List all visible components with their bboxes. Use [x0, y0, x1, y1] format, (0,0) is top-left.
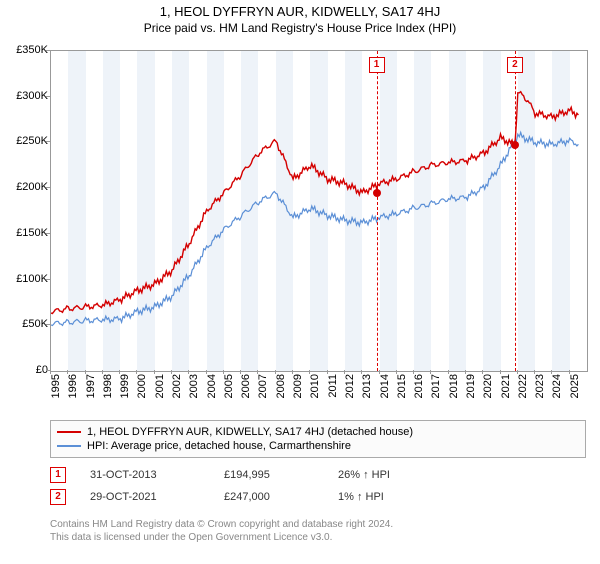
legend-item: 1, HEOL DYFFRYN AUR, KIDWELLY, SA17 4HJ … — [57, 425, 579, 439]
x-axis-label: 2025 — [569, 374, 581, 424]
marker-badge: 2 — [507, 57, 523, 73]
x-axis-label: 2004 — [206, 374, 218, 424]
page-title: 1, HEOL DYFFRYN AUR, KIDWELLY, SA17 4HJ — [0, 4, 600, 19]
legend: 1, HEOL DYFFRYN AUR, KIDWELLY, SA17 4HJ … — [50, 420, 586, 458]
legend-swatch — [57, 445, 81, 447]
x-axis-label: 2007 — [257, 374, 269, 424]
table-row: 2 29-OCT-2021 £247,000 1% ↑ HPI — [50, 486, 586, 508]
x-axis-label: 2011 — [327, 374, 339, 424]
page-subtitle: Price paid vs. HM Land Registry's House … — [0, 21, 600, 35]
x-axis-label: 1998 — [102, 374, 114, 424]
transaction-price: £194,995 — [224, 469, 314, 481]
transactions-table: 1 31-OCT-2013 £194,995 26% ↑ HPI 2 29-OC… — [50, 464, 586, 508]
x-axis-label: 2001 — [154, 374, 166, 424]
legend-label: HPI: Average price, detached house, Carm… — [87, 440, 351, 452]
transaction-price: £247,000 — [224, 491, 314, 503]
attribution-line: This data is licensed under the Open Gov… — [50, 531, 586, 544]
marker-vline — [377, 51, 378, 371]
table-row: 1 31-OCT-2013 £194,995 26% ↑ HPI — [50, 464, 586, 486]
x-axis-label: 2008 — [275, 374, 287, 424]
marker-badge: 1 — [50, 467, 66, 483]
marker-dot — [373, 189, 381, 197]
x-axis-label: 1995 — [50, 374, 62, 424]
y-axis-label: £250K — [16, 135, 48, 147]
attribution-line: Contains HM Land Registry data © Crown c… — [50, 518, 586, 531]
x-axis-label: 2006 — [240, 374, 252, 424]
x-axis-label: 2002 — [171, 374, 183, 424]
y-axis-label: £350K — [16, 44, 48, 56]
y-axis-label: £200K — [16, 181, 48, 193]
x-axis-label: 2015 — [396, 374, 408, 424]
x-axis-label: 2024 — [551, 374, 563, 424]
x-axis-label: 2014 — [379, 374, 391, 424]
x-axis-label: 1997 — [85, 374, 97, 424]
legend-label: 1, HEOL DYFFRYN AUR, KIDWELLY, SA17 4HJ … — [87, 426, 413, 438]
y-axis-label: £100K — [16, 273, 48, 285]
x-axis-label: 2012 — [344, 374, 356, 424]
x-axis-label: 2009 — [292, 374, 304, 424]
x-axis-label: 2023 — [534, 374, 546, 424]
x-axis-label: 2016 — [413, 374, 425, 424]
transaction-delta: 1% ↑ HPI — [338, 491, 384, 503]
marker-dot — [511, 141, 519, 149]
chart-series-address_series — [51, 92, 578, 314]
x-axis-label: 2000 — [136, 374, 148, 424]
x-axis-label: 2018 — [448, 374, 460, 424]
marker-badge: 1 — [369, 57, 385, 73]
x-axis-label: 2005 — [223, 374, 235, 424]
attribution: Contains HM Land Registry data © Crown c… — [50, 518, 586, 544]
y-axis-label: £150K — [16, 227, 48, 239]
x-axis-label: 2022 — [517, 374, 529, 424]
x-axis-label: 1999 — [119, 374, 131, 424]
transaction-date: 31-OCT-2013 — [90, 469, 200, 481]
x-axis-label: 2021 — [500, 374, 512, 424]
price-chart: 12 — [50, 50, 588, 372]
x-axis-label: 2017 — [430, 374, 442, 424]
transaction-delta: 26% ↑ HPI — [338, 469, 390, 481]
marker-badge: 2 — [50, 489, 66, 505]
x-axis-label: 1996 — [67, 374, 79, 424]
transaction-date: 29-OCT-2021 — [90, 491, 200, 503]
x-axis-label: 2013 — [361, 374, 373, 424]
y-axis-label: £50K — [22, 318, 48, 330]
x-axis-label: 2019 — [465, 374, 477, 424]
marker-vline — [515, 51, 516, 371]
x-axis-label: 2003 — [188, 374, 200, 424]
x-axis-label: 2010 — [309, 374, 321, 424]
legend-item: HPI: Average price, detached house, Carm… — [57, 439, 579, 453]
legend-swatch — [57, 431, 81, 433]
x-axis-label: 2020 — [482, 374, 494, 424]
y-axis-label: £300K — [16, 90, 48, 102]
